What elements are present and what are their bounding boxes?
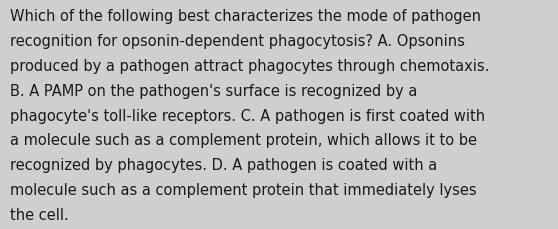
Text: produced by a pathogen attract phagocytes through chemotaxis.: produced by a pathogen attract phagocyte… [10,59,489,74]
Text: phagocyte's toll-like receptors. C. A pathogen is first coated with: phagocyte's toll-like receptors. C. A pa… [10,108,485,123]
Text: a molecule such as a complement protein, which allows it to be: a molecule such as a complement protein,… [10,133,477,148]
Text: B. A PAMP on the pathogen's surface is recognized by a: B. A PAMP on the pathogen's surface is r… [10,83,417,98]
Text: recognized by phagocytes. D. A pathogen is coated with a: recognized by phagocytes. D. A pathogen … [10,158,437,172]
Text: recognition for opsonin-dependent phagocytosis? A. Opsonins: recognition for opsonin-dependent phagoc… [10,34,465,49]
Text: Which of the following best characterizes the mode of pathogen: Which of the following best characterize… [10,9,481,24]
Text: molecule such as a complement protein that immediately lyses: molecule such as a complement protein th… [10,182,477,197]
Text: the cell.: the cell. [10,207,69,222]
